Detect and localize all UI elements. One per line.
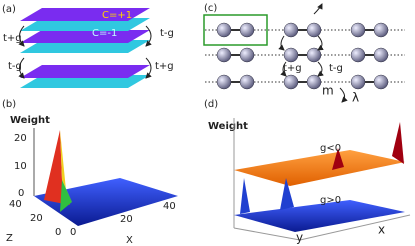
peak [392,122,404,164]
panel-d: (d) Weight g<0 g>0 y x [204,99,411,245]
axis-title: Weight [10,115,50,126]
tick-label: 10 [14,161,27,172]
hopping-label: t-g [8,61,22,72]
hopping-label: t-g [160,28,174,39]
tick-label: 0 [55,227,61,238]
tick-label: 0 [70,227,76,238]
arrow [18,57,25,79]
panel-label: (c) [204,3,217,14]
tick-label: 40 [163,201,176,212]
panel-c: (c) t+g t-g m λ [203,3,405,105]
hopping-label: t+g [3,33,22,44]
lambda-label: λ [352,91,359,105]
axis-label: X [126,235,133,246]
arrow [278,35,285,51]
hopping-label: t+g [155,61,174,72]
axis-label: Z [6,233,13,244]
layer [20,65,150,78]
arrow [145,57,152,79]
chern-label: C=+1 [102,10,132,21]
curve-label: g<0 [320,143,341,154]
arrow [18,25,25,47]
sites [216,22,389,90]
chern-label: C=-1 [92,28,117,39]
mass-label: m [322,84,334,98]
arrow [317,61,324,77]
peak [332,148,344,170]
surface [234,150,405,186]
tick-label: 0 [18,188,24,199]
panel-label: (b) [2,99,16,110]
panel-b: (b) Weight 20 10 0 40 20 0 Z 0 20 40 X [2,99,178,246]
tick-label: 20 [30,213,43,224]
arrow [280,61,287,77]
peak [280,178,294,210]
panel-label: (d) [204,99,218,110]
peak [60,180,72,212]
panel-a: (a) C=+1 C=-1 t+g t-g t-g t+g [2,4,174,88]
layer [20,75,150,88]
layer [20,40,150,53]
arrow [145,25,152,47]
axis [233,227,301,241]
arrow [317,35,324,51]
axis-title: Weight [208,121,248,132]
tick-label: 40 [9,199,22,210]
curve-label: g>0 [320,195,341,206]
axis-label: x [378,223,385,237]
surface [234,200,405,232]
layer [20,8,150,21]
tick-label: 20 [120,214,133,225]
panel-label: (a) [2,4,16,15]
surface [34,178,178,226]
tick-label: 20 [14,133,27,144]
peak [240,178,250,214]
layer [20,18,150,31]
layer [20,30,150,43]
unit-cell [203,14,268,46]
hopping-label: t+g [283,63,302,74]
hopping-label: t-g [329,63,343,74]
axis-label: y [296,231,303,245]
arrow [313,3,323,15]
arrow [339,87,348,103]
peak [60,130,72,202]
axis [299,214,411,241]
